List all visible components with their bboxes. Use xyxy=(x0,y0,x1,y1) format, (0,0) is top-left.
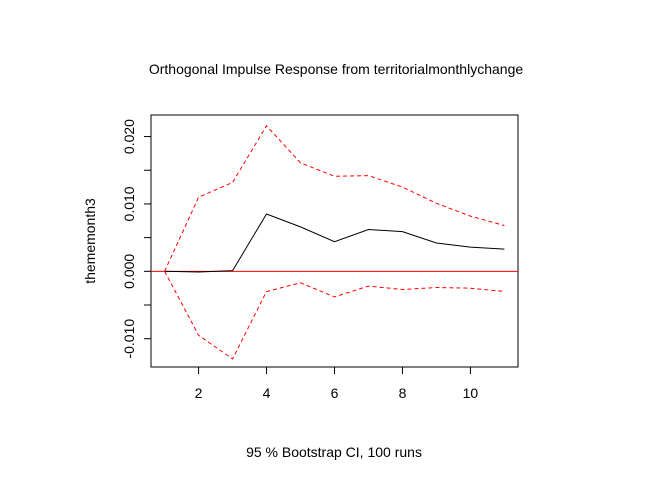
plot-area xyxy=(151,124,518,360)
series-line-upper xyxy=(164,124,505,272)
x-tick-label: 2 xyxy=(195,385,203,401)
y-axis: -0.010 0.000 0.010 0.020 xyxy=(121,119,152,359)
x-tick-label: 6 xyxy=(331,385,339,401)
y-tick-label: 0.000 xyxy=(121,254,137,289)
series-line-response xyxy=(164,213,505,273)
y-axis-label: thememonth3 xyxy=(82,198,98,284)
series-line-lower xyxy=(164,271,505,360)
y-tick-label: 0.010 xyxy=(121,186,137,221)
y-tick-label: 0.020 xyxy=(121,119,137,154)
plot-frame xyxy=(150,114,519,368)
x-tick-label: 4 xyxy=(263,385,271,401)
x-tick-label: 10 xyxy=(463,385,479,401)
y-tick-label: -0.010 xyxy=(121,319,137,359)
x-axis-label: 95 % Bootstrap CI, 100 runs xyxy=(246,444,422,460)
x-tick-label: 8 xyxy=(399,385,407,401)
x-axis: 2 4 6 8 10 xyxy=(195,366,479,401)
chart-title: Orthogonal Impulse Response from territo… xyxy=(149,61,524,77)
